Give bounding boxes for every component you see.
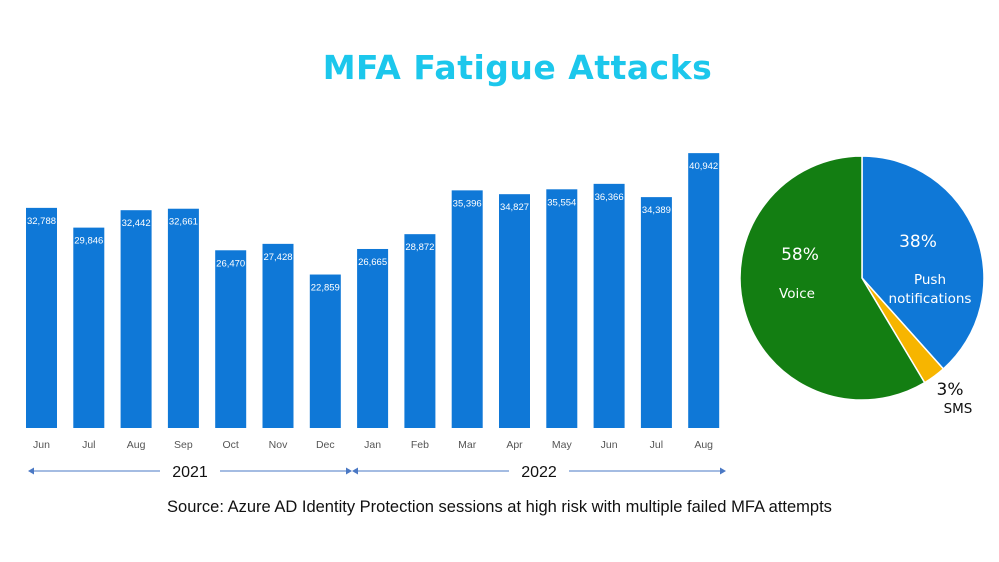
bar-value-label: 27,428: [263, 252, 292, 263]
bar-nov-5: [262, 243, 294, 428]
pie-chart: 38% Push notifications 58% Voice 3%SMS: [739, 155, 985, 417]
bar-apr-10: [499, 194, 530, 428]
bar-value-label: 26,665: [358, 257, 387, 268]
x-tick-label: Sep: [174, 439, 193, 451]
bar-sep-3: [167, 208, 199, 428]
x-tick-label: Jun: [601, 439, 618, 451]
year-arrow-head: [720, 467, 726, 475]
bar-value-label: 34,827: [500, 202, 529, 213]
bar-oct-4: [215, 250, 247, 428]
bar-value-label: 32,442: [122, 218, 151, 229]
bar-jul-13: [640, 197, 672, 428]
year-arrow-head: [346, 467, 352, 475]
bar-aug-14: [688, 153, 720, 429]
bar-dec-6: [309, 274, 341, 428]
pie-label-voice-pct: 58%: [781, 245, 819, 265]
bar-value-label: 22,859: [311, 283, 340, 294]
x-tick-label: Dec: [316, 439, 335, 451]
x-tick-label: Aug: [127, 439, 146, 451]
x-tick-label: Feb: [411, 439, 429, 451]
bar-may-11: [546, 189, 578, 428]
bar-value-label: 34,389: [642, 205, 671, 216]
year-label: 2022: [521, 464, 557, 481]
bar-value-label: 32,661: [169, 217, 198, 228]
source-note: Source: Azure AD Identity Protection ses…: [167, 498, 832, 516]
pie-label-sms-name: SMS: [944, 401, 973, 417]
bar-value-label: 36,366: [595, 192, 624, 203]
bar-value-label: 32,788: [27, 216, 56, 227]
x-tick-label: Nov: [269, 439, 288, 451]
bar-jun-0: [26, 207, 57, 428]
pie-label-sms-pct: 3%: [937, 380, 964, 400]
bar-value-label: 29,846: [74, 236, 103, 247]
pie-label-push-name: Push: [914, 272, 946, 288]
bar-jul-1: [73, 227, 105, 428]
bar-aug-2: [120, 210, 152, 428]
x-tick-label: Jul: [82, 439, 95, 451]
pie-label-voice-name: Voice: [779, 286, 815, 302]
year-arrow-head: [28, 467, 34, 475]
pie-label-push-name: notifications: [889, 291, 972, 307]
pie-slice-push: [861, 155, 985, 370]
chart-title: MFA Fatigue Attacks: [322, 48, 713, 87]
bar-feb-8: [404, 234, 436, 428]
x-tick-label: Apr: [506, 439, 523, 451]
x-tick-label: May: [552, 439, 573, 451]
year-axis: 2021 2022: [28, 464, 726, 481]
x-tick-label: Jul: [650, 439, 663, 451]
bar-value-label: 28,872: [405, 242, 434, 253]
x-tick-label: Jun: [33, 439, 50, 451]
x-tick-label: Oct: [223, 439, 239, 451]
bar-value-label: 26,470: [216, 258, 245, 269]
bar-chart: 32,788 Jun 29,846 Jul 32,442 Aug 32,661 Sep 26,4…: [26, 153, 720, 451]
bar-jan-7: [357, 248, 389, 428]
year-arrow-head: [352, 467, 358, 475]
pie-label-push-pct: 38%: [899, 232, 937, 252]
bar-mar-9: [451, 190, 483, 428]
x-tick-label: Jan: [364, 439, 381, 451]
bar-value-label: 40,942: [689, 161, 718, 172]
x-tick-label: Mar: [458, 439, 477, 451]
bar-value-label: 35,554: [547, 197, 576, 208]
x-tick-label: Aug: [694, 439, 713, 451]
bar-jun-12: [593, 183, 625, 428]
pie-slice-voice: [739, 155, 926, 401]
year-label: 2021: [172, 464, 208, 481]
bar-value-label: 35,396: [453, 198, 482, 209]
